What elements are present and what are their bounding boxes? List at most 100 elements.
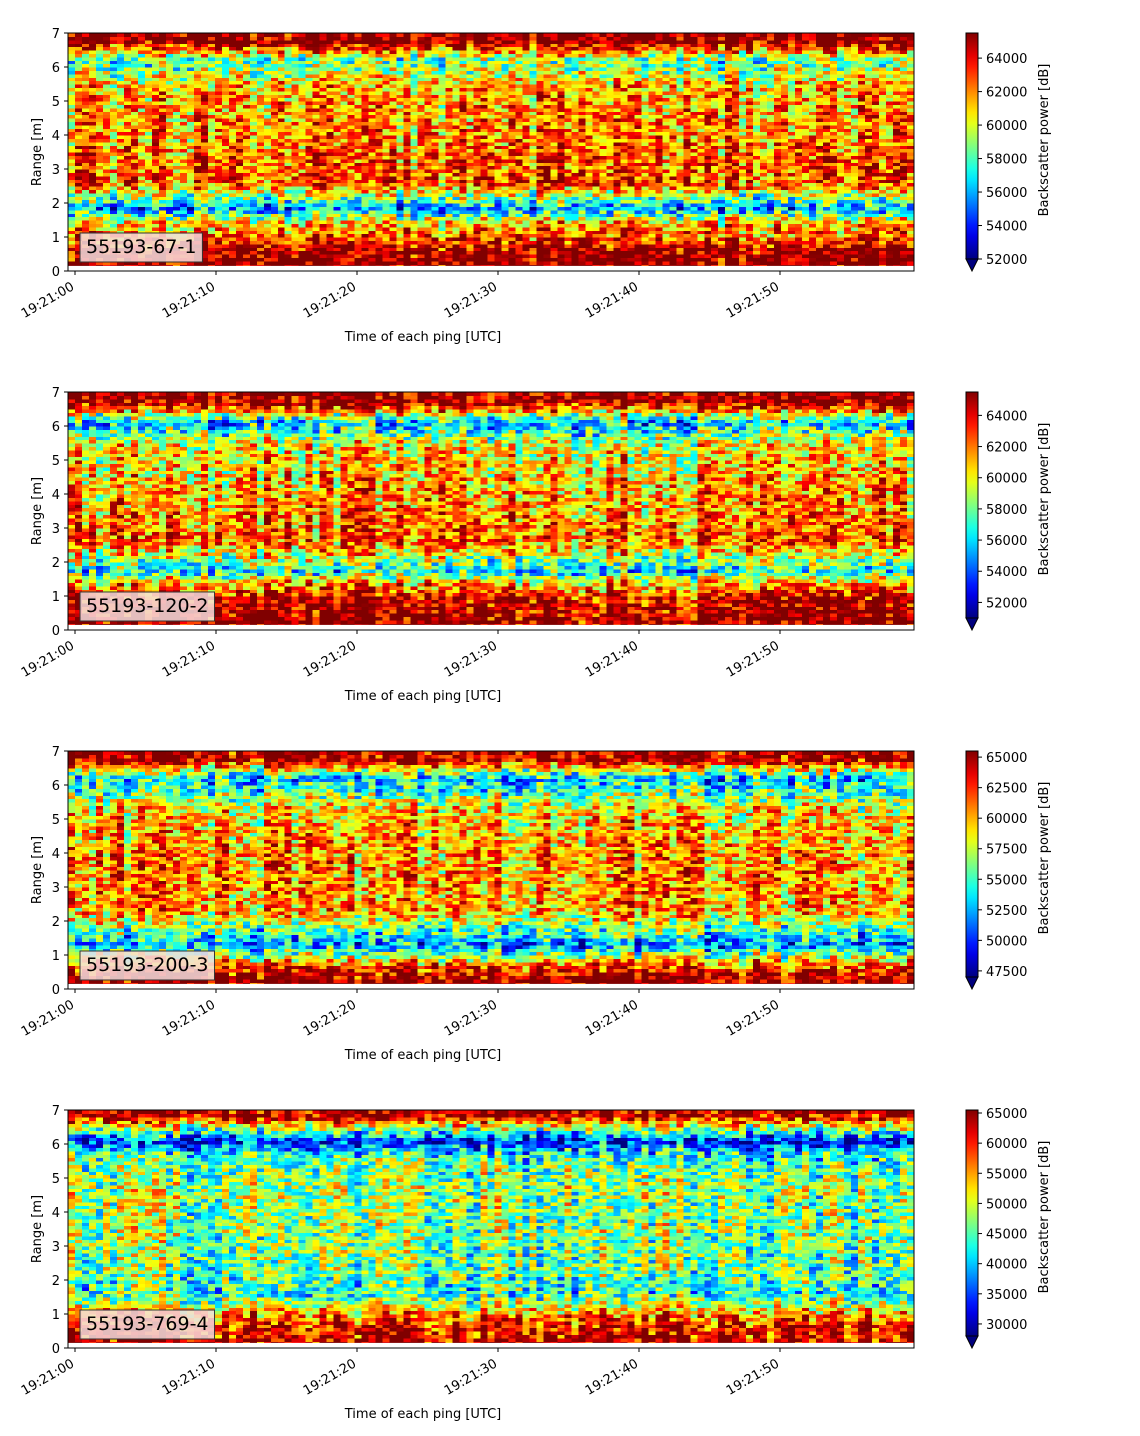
heatmap-cell (473, 148, 482, 153)
heatmap-cell (214, 101, 223, 105)
heatmap-cell (536, 243, 545, 248)
heatmap-cell (249, 111, 258, 116)
heatmap-cell (508, 192, 517, 197)
heatmap-cell (221, 165, 230, 170)
heatmap-cell (298, 90, 307, 95)
heatmap-cell (200, 213, 209, 218)
heatmap-cell (200, 70, 209, 75)
heatmap-cell (270, 33, 279, 37)
heatmap-cell (95, 135, 104, 139)
heatmap-cell (326, 226, 335, 231)
heatmap-cell (298, 124, 307, 129)
heatmap-cell (361, 175, 370, 180)
heatmap-cell (529, 148, 538, 153)
heatmap-cell (305, 175, 314, 180)
heatmap-cell (172, 90, 181, 95)
heatmap-cell (438, 226, 447, 231)
heatmap-cell (270, 257, 279, 262)
heatmap-cell (88, 60, 97, 65)
heatmap-cell (165, 107, 174, 112)
heatmap-cell (543, 192, 552, 197)
heatmap-cell (172, 209, 181, 214)
heatmap-cell (522, 158, 531, 163)
heatmap-cell (144, 114, 153, 119)
heatmap-cell (109, 36, 118, 41)
heatmap-cell (263, 90, 272, 95)
heatmap-cell (228, 220, 237, 224)
heatmap-cell (81, 101, 90, 105)
heatmap-cell (221, 148, 230, 153)
heatmap-cell (473, 199, 482, 204)
heatmap-cell (326, 148, 335, 153)
heatmap-cell (228, 124, 237, 129)
heatmap-cell (270, 135, 279, 139)
heatmap-cell (102, 97, 111, 102)
heatmap-cell (424, 209, 433, 214)
heatmap-cell (116, 121, 125, 126)
heatmap-cell (249, 67, 258, 71)
heatmap-cell (543, 199, 552, 204)
heatmap-cell (186, 220, 195, 224)
heatmap-cell (277, 226, 286, 231)
heatmap-cell (74, 90, 83, 95)
heatmap-cell (158, 67, 167, 71)
heatmap-cell (130, 50, 139, 54)
heatmap-cell (445, 148, 454, 153)
heatmap-cell (179, 206, 188, 211)
heatmap-cell (158, 141, 167, 146)
heatmap-cell (284, 101, 293, 105)
heatmap-cell (298, 186, 307, 190)
heatmap-cell (445, 243, 454, 248)
heatmap-cell (68, 216, 76, 221)
heatmap-cell (109, 189, 118, 194)
heatmap-cell (263, 199, 272, 204)
heatmap-cell (179, 84, 188, 88)
heatmap-cell (158, 107, 167, 112)
heatmap-cell (235, 223, 244, 228)
heatmap-cell (256, 43, 265, 48)
heatmap-cell (137, 118, 146, 122)
heatmap-cell (172, 182, 181, 187)
heatmap-cell (207, 199, 216, 204)
heatmap-cell (277, 70, 286, 75)
heatmap-cell (200, 60, 209, 65)
heatmap-cell (109, 179, 118, 184)
heatmap-cell (256, 220, 265, 224)
heatmap-cell (172, 97, 181, 102)
heatmap-cell (200, 128, 209, 133)
heatmap-cell (68, 39, 76, 44)
heatmap-cell (193, 114, 202, 119)
heatmap-cell (214, 43, 223, 48)
heatmap-cell (165, 77, 174, 82)
heatmap-cell (221, 50, 230, 54)
heatmap-cell (144, 213, 153, 218)
heatmap-cell (557, 192, 566, 197)
heatmap-cell (361, 192, 370, 197)
heatmap-cell (375, 192, 384, 197)
heatmap-cell (186, 33, 195, 37)
heatmap-cell (123, 50, 132, 54)
heatmap-cell (68, 87, 76, 92)
heatmap-cell (179, 97, 188, 102)
heatmap-cell (347, 192, 356, 197)
heatmap-cell (137, 226, 146, 231)
heatmap-cell (74, 94, 83, 99)
heatmap-cell (116, 43, 125, 48)
heatmap-cell (68, 247, 76, 252)
heatmap-cell (158, 56, 167, 61)
heatmap-cell (277, 124, 286, 129)
heatmap-cell (214, 226, 223, 231)
heatmap-cell (487, 141, 496, 146)
heatmap-cell (109, 165, 118, 170)
heatmap-cell (249, 114, 258, 119)
heatmap-cell (158, 260, 167, 265)
heatmap-cell (256, 240, 265, 245)
heatmap-cell (431, 233, 440, 238)
heatmap-cell (81, 141, 90, 146)
heatmap-cell (277, 111, 286, 116)
heatmap-cell (242, 131, 251, 136)
heatmap-cell (151, 209, 160, 214)
heatmap-cell (312, 192, 321, 197)
heatmap-cell (431, 209, 440, 214)
heatmap-cell (214, 216, 223, 221)
